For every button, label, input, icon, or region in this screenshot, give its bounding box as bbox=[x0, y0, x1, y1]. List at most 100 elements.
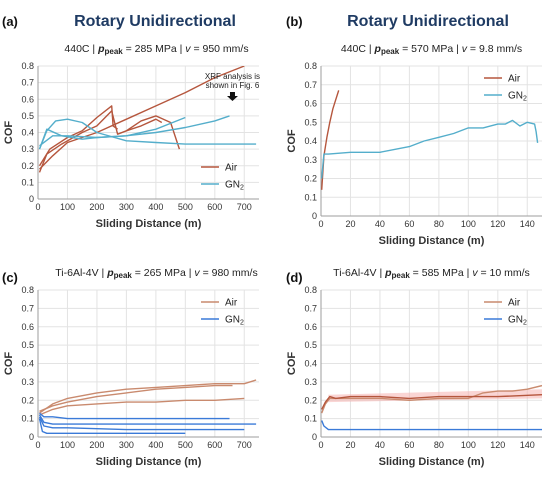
y-tick-label: 0.4 bbox=[21, 128, 34, 138]
x-axis-label: Sliding Distance (m) bbox=[96, 456, 202, 468]
y-tick-label: 0.7 bbox=[304, 80, 317, 90]
y-tick-label: 0.8 bbox=[304, 61, 317, 71]
air-series-line-4 bbox=[126, 118, 163, 132]
legend-label: Air bbox=[508, 74, 521, 85]
air-series-line-1 bbox=[39, 379, 257, 414]
x-tick-label: 0 bbox=[35, 202, 40, 212]
panel-subtitle: 440C | ppeak = 285 MPa | v = 950 mm/s bbox=[64, 43, 248, 56]
y-tick-label: 0.2 bbox=[21, 395, 34, 405]
x-tick-label: 80 bbox=[434, 219, 444, 229]
y-tick-label: 0.6 bbox=[304, 322, 317, 332]
y-tick-label: 0.6 bbox=[21, 322, 34, 332]
gn2-series-line-7 bbox=[38, 418, 186, 434]
y-tick-label: 0.4 bbox=[304, 359, 317, 369]
x-tick-label: 20 bbox=[345, 440, 355, 450]
x-tick-label: 120 bbox=[490, 440, 505, 450]
x-axis-label: Sliding Distance (m) bbox=[96, 218, 202, 230]
y-tick-label: 0 bbox=[29, 194, 34, 204]
y-axis-label: COF bbox=[3, 352, 15, 376]
gn2-series-line-7 bbox=[39, 116, 186, 147]
air-series-line-2 bbox=[39, 384, 233, 412]
annotation-text: XRF analysis is bbox=[205, 72, 260, 81]
x-tick-label: 100 bbox=[60, 202, 75, 212]
panel-label: (a) bbox=[2, 14, 18, 29]
y-tick-label: 0 bbox=[312, 432, 317, 442]
air-series-line-1 bbox=[38, 110, 181, 173]
y-tick-label: 0.8 bbox=[304, 285, 317, 295]
x-axis-label: Sliding Distance (m) bbox=[379, 235, 485, 247]
x-tick-label: 20 bbox=[345, 219, 355, 229]
plot-area bbox=[38, 379, 257, 434]
y-tick-label: 0.3 bbox=[21, 144, 34, 154]
x-tick-label: 0 bbox=[318, 440, 323, 450]
x-tick-label: 600 bbox=[207, 202, 222, 212]
x-tick-label: 500 bbox=[178, 440, 193, 450]
y-tick-label: 0.5 bbox=[304, 340, 317, 350]
panel-c: (c) Ti-6Al-4V | ppeak = 265 MPa | v = 980… bbox=[2, 267, 259, 468]
x-tick-label: 300 bbox=[119, 440, 134, 450]
x-tick-label: 40 bbox=[375, 440, 385, 450]
y-tick-label: 0.3 bbox=[21, 377, 34, 387]
x-tick-label: 140 bbox=[520, 219, 535, 229]
air-series-line-2 bbox=[321, 394, 542, 410]
x-tick-label: 100 bbox=[461, 440, 476, 450]
x-tick-label: 200 bbox=[89, 202, 104, 212]
y-tick-label: 0.6 bbox=[304, 99, 317, 109]
panel-label: (c) bbox=[2, 270, 18, 285]
panel-a: (a) 440C | ppeak = 285 MPa | v = 950 mm/s… bbox=[2, 14, 260, 230]
x-tick-label: 0 bbox=[318, 219, 323, 229]
y-tick-label: 0.7 bbox=[304, 303, 317, 313]
legend-label: Air bbox=[225, 163, 238, 174]
y-tick-label: 0.1 bbox=[21, 177, 34, 187]
y-tick-label: 0.5 bbox=[21, 111, 34, 121]
gn2-series-line-5 bbox=[38, 118, 257, 150]
y-tick-label: 0.1 bbox=[304, 414, 317, 424]
annotation-text: shown in Fig. 6 bbox=[206, 81, 260, 90]
y-tick-label: 0.7 bbox=[21, 78, 34, 88]
y-tick-label: 0.1 bbox=[304, 192, 317, 202]
arrow-down-icon bbox=[226, 92, 238, 101]
x-axis-label: Sliding Distance (m) bbox=[379, 456, 485, 468]
air-series-line-3 bbox=[39, 66, 245, 170]
y-tick-label: 0.2 bbox=[304, 395, 317, 405]
plot-area bbox=[321, 90, 539, 190]
x-tick-label: 500 bbox=[178, 202, 193, 212]
x-tick-label: 140 bbox=[520, 440, 535, 450]
y-tick-label: 0.8 bbox=[21, 61, 34, 71]
gn2-series-line-6 bbox=[38, 416, 245, 431]
x-tick-label: 600 bbox=[207, 440, 222, 450]
y-tick-label: 0.5 bbox=[304, 117, 317, 127]
x-tick-label: 400 bbox=[148, 202, 163, 212]
panel-subtitle: Ti-6Al-4V | ppeak = 265 MPa | v = 980 mm… bbox=[55, 267, 257, 280]
title-left: Rotary Unidirectional bbox=[74, 13, 236, 30]
x-tick-label: 300 bbox=[119, 202, 134, 212]
x-tick-label: 60 bbox=[404, 440, 414, 450]
panel-label: (d) bbox=[286, 270, 303, 285]
gn2-series-line-4 bbox=[39, 412, 230, 420]
legend-label: GN2 bbox=[225, 315, 244, 327]
x-tick-label: 400 bbox=[148, 440, 163, 450]
panel-b: (b) 440C | ppeak = 570 MPa | v = 9.8 mm/s… bbox=[286, 14, 542, 247]
legend-label: GN2 bbox=[225, 180, 244, 192]
panel-subtitle: 440C | ppeak = 570 MPa | v = 9.8 mm/s bbox=[341, 43, 522, 56]
legend-label: GN2 bbox=[508, 91, 527, 103]
x-tick-label: 100 bbox=[60, 440, 75, 450]
air-series-line-2 bbox=[38, 105, 119, 167]
y-tick-label: 0.7 bbox=[21, 303, 34, 313]
x-tick-label: 700 bbox=[237, 202, 252, 212]
y-tick-label: 0.5 bbox=[21, 340, 34, 350]
title-right: Rotary Unidirectional bbox=[347, 13, 509, 30]
legend-label: GN2 bbox=[508, 315, 527, 327]
x-tick-label: 60 bbox=[404, 219, 414, 229]
panel-subtitle: Ti-6Al-4V | ppeak = 585 MPa | v = 10 mm/… bbox=[333, 267, 530, 280]
y-tick-label: 0.6 bbox=[21, 94, 34, 104]
y-axis-label: COF bbox=[3, 121, 15, 145]
x-tick-label: 80 bbox=[434, 440, 444, 450]
plot-area bbox=[321, 384, 542, 431]
x-tick-label: 700 bbox=[237, 440, 252, 450]
y-tick-label: 0.2 bbox=[304, 174, 317, 184]
plot-area bbox=[38, 66, 257, 173]
y-tick-label: 0 bbox=[29, 432, 34, 442]
y-tick-label: 0.2 bbox=[21, 161, 34, 171]
